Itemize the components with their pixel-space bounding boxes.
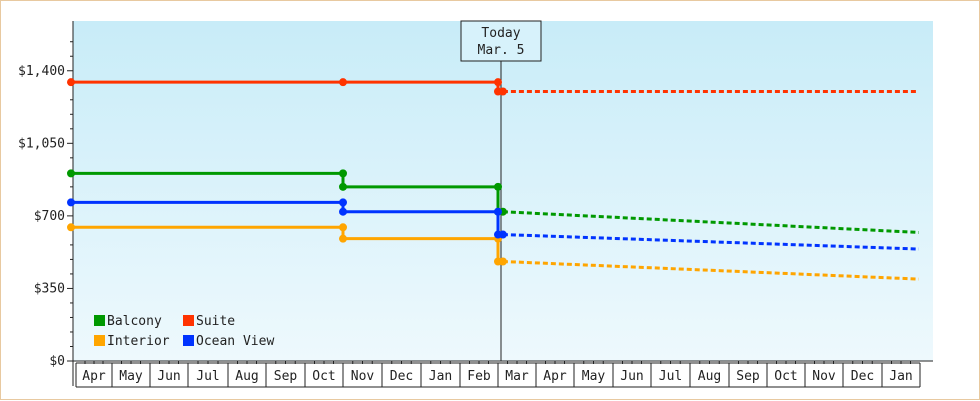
x-tick-label: Dec [851,369,874,384]
series-interior-point [67,223,75,232]
x-tick-label: Oct [774,369,797,384]
axes: $0 $350 $700 $1,050 $1,400 Apr May Jun Jul Aug Sep… [18,21,933,388]
x-tick-label: Jun [157,369,180,384]
x-tick-label: Nov [351,369,375,384]
series-interior-forecast-line [502,259,919,281]
series-ocean-view-point [339,198,347,207]
x-tick-label: Feb [467,369,491,384]
series-suite [67,78,919,96]
x-tick-label: Apr [82,369,106,384]
plot-background [73,21,933,361]
today-marker: Today Mar. 5 [460,20,542,361]
today-date: Mar. 5 [478,43,525,58]
series-balcony-forecast-line [502,210,919,234]
legend-label-suite: Suite [196,314,235,329]
x-tick-label: Aug [698,369,721,384]
series-balcony-point [339,169,347,178]
series-suite-point [498,87,507,96]
legend-swatch-suite [183,315,194,326]
x-tick-label: May [582,369,606,384]
x-tick-label: Mar [505,369,529,384]
legend-label-ocean-view: Ocean View [196,334,274,349]
legend-label-balcony: Balcony [107,314,162,329]
y-tick-label: $1,050 [18,136,65,151]
series-ocean-view-point [494,207,502,216]
series-suite-point [339,78,347,87]
series-ocean-view-point [67,198,75,207]
x-tick-label: Jan [429,369,452,384]
y-tick-label: $1,400 [18,64,65,79]
today-label: Today [481,26,520,41]
series-interior-point [498,257,507,266]
legend-swatch-balcony [94,315,105,326]
y-tick-label: $700 [34,209,65,224]
series-balcony-point [67,169,75,178]
x-tick-label: Oct [312,369,335,384]
x-tick-label: Jul [659,369,682,384]
y-tick-label: $0 [49,354,65,369]
series-ocean-view-forecast-line [502,233,919,251]
x-tick-label: Jun [620,369,643,384]
x-tick-label: Nov [812,369,836,384]
x-tick-label: Apr [543,369,567,384]
legend-swatch-interior [94,335,105,346]
series-suite-point [67,78,75,87]
x-tick-label: May [119,369,143,384]
y-tick-label: $350 [34,281,65,296]
legend: Balcony Suite Interior Ocean View [94,314,274,349]
series-layer [67,78,919,281]
x-tick-label: Jul [196,369,219,384]
series-balcony-point [339,182,347,191]
series-interior-point [339,223,347,232]
x-tick-label: Dec [390,369,413,384]
x-tick-label: Jan [889,369,912,384]
x-tick-label: Sep [736,369,760,384]
series-ocean-view-point [498,230,507,239]
series-balcony-point [494,182,502,191]
series-ocean-view [67,198,919,251]
series-ocean-view-point [339,207,347,216]
x-tick-label: Aug [235,369,258,384]
series-suite-point [494,78,502,87]
legend-label-interior: Interior [107,334,170,349]
x-tick-label: Sep [274,369,298,384]
series-interior-point [339,234,347,243]
today-box [460,20,542,62]
legend-swatch-ocean-view [183,335,194,346]
